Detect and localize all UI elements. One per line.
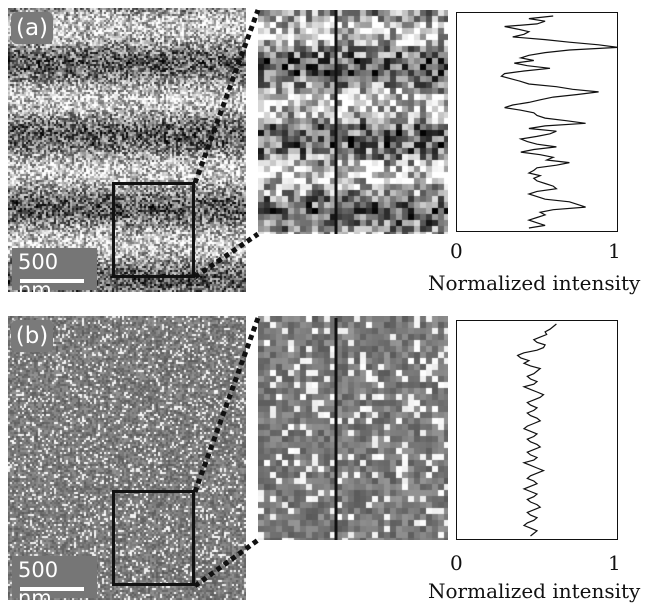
tick-one-a: 1 [608, 239, 621, 263]
roi-box-a [112, 182, 195, 278]
scale-bar-box-a: 500 nm [12, 248, 97, 292]
tick-zero-b: 0 [450, 551, 463, 575]
axis-label-a: Normalized intensity [428, 271, 641, 295]
axis-label-b: Normalized intensity [428, 579, 641, 603]
tick-one-b: 1 [608, 551, 621, 575]
zoom-image-a [258, 10, 448, 234]
scale-bar-label-a: 500 nm [18, 250, 59, 292]
profile-svg-b [515, 323, 557, 536]
intensity-profile-line [499, 14, 618, 229]
panel-label-b: (b) [11, 320, 53, 352]
micrograph-a: (a) 500 nm [8, 8, 246, 292]
tick-zero-a: 0 [450, 239, 463, 263]
micrograph-b: (b) 500 nm [8, 316, 246, 600]
scale-bar-a [20, 279, 84, 283]
scale-bar-b [20, 587, 84, 591]
intensity-profile-line [515, 323, 557, 536]
scale-bar-box-b: 500 nm [12, 556, 97, 600]
zoom-image-b [258, 316, 448, 540]
profile-plot-b [456, 320, 618, 540]
profile-plot-a [456, 12, 618, 232]
profile-svg-a [499, 14, 618, 229]
roi-box-b [112, 490, 195, 586]
panel-label-a: (a) [11, 12, 53, 44]
scale-bar-label-b: 500 nm [18, 558, 59, 600]
